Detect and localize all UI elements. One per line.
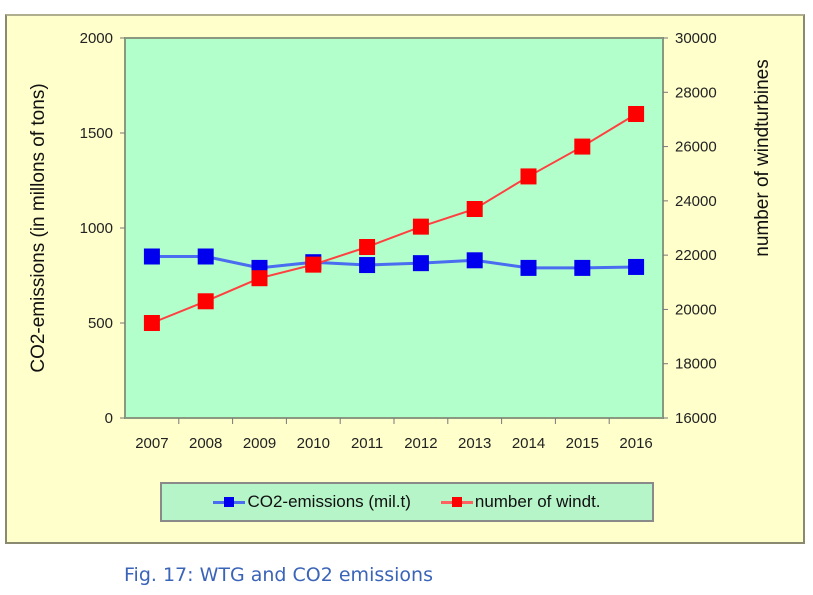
y2-tick-label: 18000 [675, 356, 717, 373]
data-point-windturbines-2011 [359, 239, 376, 255]
x-tick-label: 2009 [243, 435, 276, 452]
y2-tick-label: 26000 [675, 139, 717, 156]
data-point-windturbines-2007 [143, 315, 160, 331]
y2-tick-label: 24000 [675, 193, 717, 210]
x-tick-label: 2011 [351, 435, 383, 452]
x-tick-label: 2007 [135, 435, 168, 452]
data-point-co2-2008 [197, 248, 214, 265]
y-tick-label: 500 [88, 315, 113, 332]
plot-area [124, 37, 664, 419]
data-point-windturbines-2014 [520, 168, 537, 185]
legend-item-windt: number of windt. [440, 492, 601, 512]
y2-tick-label: 28000 [675, 84, 717, 101]
data-point-windturbines-2010 [305, 256, 322, 273]
y2-tick-label: 30000 [675, 30, 717, 47]
y-tick-label: 2000 [80, 30, 113, 47]
data-point-windturbines-2009 [251, 270, 268, 287]
data-point-windturbines-2016 [628, 106, 645, 122]
figure-caption: Fig. 17: WTG and CO2 emissions [124, 564, 433, 586]
data-point-windturbines-2008 [197, 293, 214, 310]
series-line-windturbines [151, 113, 637, 324]
y-axis-label: CO2-emissions (in millons of tons) [28, 83, 49, 372]
data-point-co2-2015 [574, 259, 591, 276]
legend: CO2-emissions (mil.t) number of windt. [160, 482, 654, 522]
data-point-co2-2007 [143, 248, 160, 265]
y-tick-label: 1500 [80, 125, 113, 142]
data-point-co2-2012 [412, 255, 429, 272]
legend-swatch-co2 [213, 497, 246, 507]
y2-tick-label: 20000 [675, 301, 717, 318]
legend-label-co2: CO2-emissions (mil.t) [247, 492, 411, 511]
x-tick-label: 2010 [297, 435, 330, 452]
y-tick-label: 0 [105, 410, 113, 427]
x-tick-label: 2016 [619, 435, 652, 452]
x-tick-label: 2014 [512, 435, 545, 452]
data-point-windturbines-2013 [466, 201, 483, 217]
x-tick-label: 2008 [189, 435, 222, 452]
y-tick-label: 1000 [80, 220, 113, 237]
series-line-co2 [151, 255, 637, 270]
legend-label-windt: number of windt. [474, 492, 601, 511]
y2-tick-label: 16000 [675, 410, 717, 427]
data-point-co2-2011 [359, 257, 376, 274]
y2-axis-label: number of windturbines [752, 59, 773, 257]
data-point-windturbines-2012 [412, 218, 429, 235]
y2-tick-label: 22000 [675, 247, 717, 264]
x-tick-label: 2015 [566, 435, 599, 452]
x-tick-label: 2012 [404, 435, 437, 452]
x-tick-label: 2013 [458, 435, 491, 452]
legend-item-co2: CO2-emissions (mil.t) [213, 492, 411, 512]
data-point-co2-2013 [466, 252, 483, 269]
data-point-co2-2016 [628, 258, 645, 275]
legend-swatch-windt [440, 497, 473, 507]
data-point-co2-2014 [520, 259, 537, 276]
data-point-windturbines-2015 [574, 138, 591, 155]
